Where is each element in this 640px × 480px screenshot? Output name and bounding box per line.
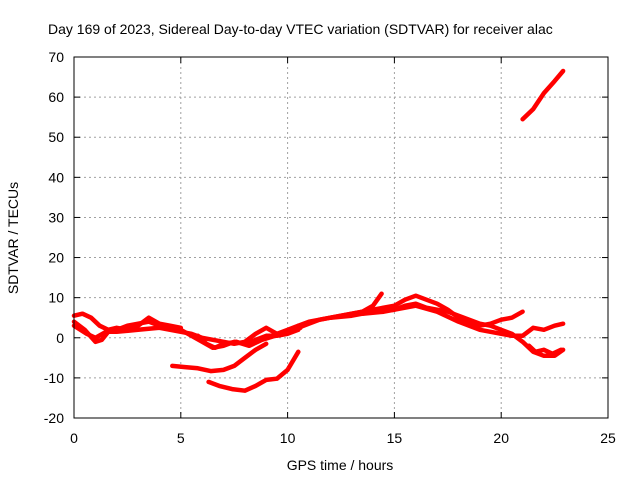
y-tick-label: 30 (48, 209, 64, 225)
plot-frame (73, 56, 609, 419)
y-tick-label: 10 (48, 290, 64, 306)
series-track-k (526, 343, 564, 357)
y-tick-label: 0 (56, 330, 64, 346)
y-tick-label: -20 (44, 410, 64, 426)
y-axis-label: SDTVAR / TECUs (5, 182, 21, 294)
chart-title: Day 169 of 2023, Sidereal Day-to-day VTE… (48, 21, 553, 37)
y-tick-label: 40 (48, 169, 64, 185)
y-tick-label: 20 (48, 250, 64, 266)
series-track-j (360, 303, 566, 339)
y-tick-label: 70 (48, 49, 64, 65)
series-track-f (206, 349, 301, 393)
y-tick-label: -10 (44, 370, 64, 386)
y-tick-label: 60 (48, 89, 64, 105)
x-tick-label: 20 (493, 430, 509, 446)
series-track-i (328, 293, 525, 328)
series-track-d (195, 325, 303, 351)
y-tick-label: 50 (48, 129, 64, 145)
x-tick-label: 5 (177, 430, 185, 446)
x-tick-label: 10 (280, 430, 296, 446)
x-tick-label: 15 (387, 430, 403, 446)
data-series (71, 68, 566, 393)
x-axis-ticks: 0 5 10 15 20 25 (70, 57, 616, 446)
series-track-l (520, 68, 566, 122)
series-track-e (170, 341, 269, 374)
x-axis-label: GPS time / hours (287, 457, 394, 473)
x-tick-label: 0 (70, 430, 78, 446)
x-tick-label: 25 (600, 430, 616, 446)
y-axis-ticks: -20 -10 0 10 20 30 40 50 60 70 (44, 49, 608, 426)
